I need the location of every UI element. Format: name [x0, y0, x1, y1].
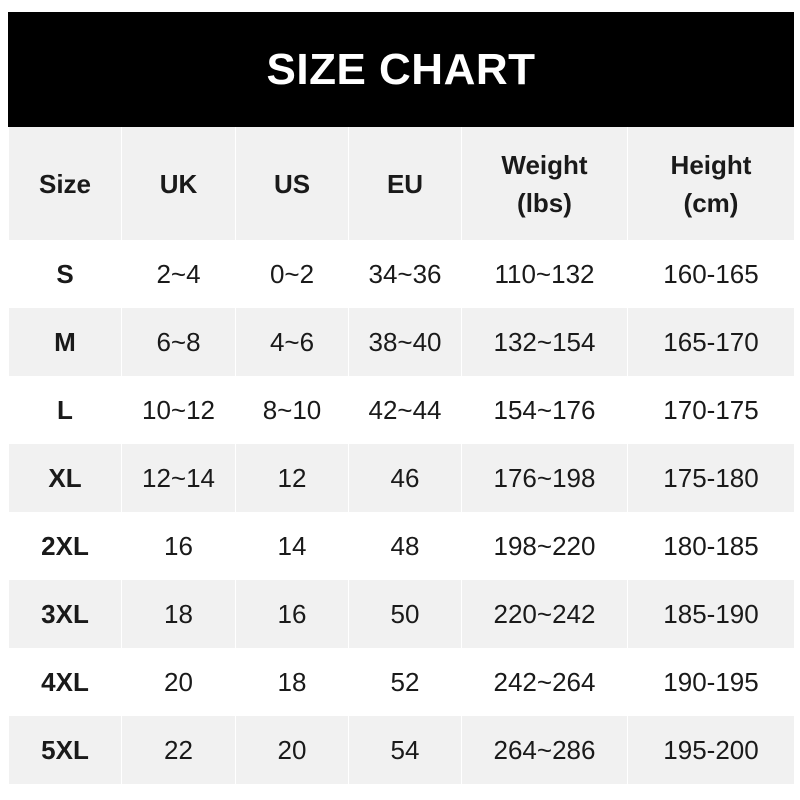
cell-uk: 18 [121, 580, 236, 648]
cell-size: 5XL [8, 716, 122, 784]
cell-eu: 38~40 [348, 308, 462, 376]
table-row: 3XL 18 16 50 220~242 185-190 [8, 580, 795, 648]
cell-size: M [8, 308, 122, 376]
cell-us: 20 [235, 716, 349, 784]
cell-size: L [8, 376, 122, 444]
cell-weight: 242~264 [461, 648, 628, 716]
table-row: M 6~8 4~6 38~40 132~154 165-170 [8, 308, 795, 376]
table-row: S 2~4 0~2 34~36 110~132 160-165 [8, 240, 795, 308]
cell-weight: 154~176 [461, 376, 628, 444]
cell-uk: 16 [121, 512, 236, 580]
cell-weight: 264~286 [461, 716, 628, 784]
cell-weight: 198~220 [461, 512, 628, 580]
cell-height: 180-185 [627, 512, 795, 580]
cell-us: 4~6 [235, 308, 349, 376]
cell-us: 8~10 [235, 376, 349, 444]
table-row: XL 12~14 12 46 176~198 175-180 [8, 444, 795, 512]
cell-uk: 20 [121, 648, 236, 716]
cell-height: 165-170 [627, 308, 795, 376]
cell-weight: 132~154 [461, 308, 628, 376]
cell-eu: 42~44 [348, 376, 462, 444]
cell-size: 2XL [8, 512, 122, 580]
cell-eu: 46 [348, 444, 462, 512]
cell-weight: 220~242 [461, 580, 628, 648]
header-size: Size [8, 127, 122, 240]
cell-us: 0~2 [235, 240, 349, 308]
header-uk: UK [121, 127, 236, 240]
table-row: 4XL 20 18 52 242~264 190-195 [8, 648, 795, 716]
cell-height: 195-200 [627, 716, 795, 784]
cell-eu: 48 [348, 512, 462, 580]
cell-height: 185-190 [627, 580, 795, 648]
cell-height: 175-180 [627, 444, 795, 512]
header-us: US [235, 127, 349, 240]
cell-uk: 6~8 [121, 308, 236, 376]
table-row: 5XL 22 20 54 264~286 195-200 [8, 716, 795, 784]
cell-size: 4XL [8, 648, 122, 716]
cell-us: 14 [235, 512, 349, 580]
cell-height: 190-195 [627, 648, 795, 716]
size-chart-table: Size UK US EU Weight (lbs) Height (cm) S 2~4 0~… [8, 127, 795, 784]
table-row: 2XL 16 14 48 198~220 180-185 [8, 512, 795, 580]
cell-uk: 2~4 [121, 240, 236, 308]
cell-size: 3XL [8, 580, 122, 648]
cell-uk: 22 [121, 716, 236, 784]
cell-us: 12 [235, 444, 349, 512]
size-chart-title: SIZE CHART [8, 12, 794, 127]
header-height: Height (cm) [627, 127, 795, 240]
cell-eu: 52 [348, 648, 462, 716]
cell-height: 160-165 [627, 240, 795, 308]
cell-eu: 50 [348, 580, 462, 648]
cell-height: 170-175 [627, 376, 795, 444]
cell-size: XL [8, 444, 122, 512]
cell-weight: 110~132 [461, 240, 628, 308]
cell-us: 18 [235, 648, 349, 716]
cell-weight: 176~198 [461, 444, 628, 512]
header-eu: EU [348, 127, 462, 240]
cell-eu: 54 [348, 716, 462, 784]
cell-eu: 34~36 [348, 240, 462, 308]
table-row: L 10~12 8~10 42~44 154~176 170-175 [8, 376, 795, 444]
header-weight: Weight (lbs) [461, 127, 628, 240]
header-row: Size UK US EU Weight (lbs) Height (cm) [8, 127, 795, 240]
cell-uk: 10~12 [121, 376, 236, 444]
cell-uk: 12~14 [121, 444, 236, 512]
cell-size: S [8, 240, 122, 308]
cell-us: 16 [235, 580, 349, 648]
